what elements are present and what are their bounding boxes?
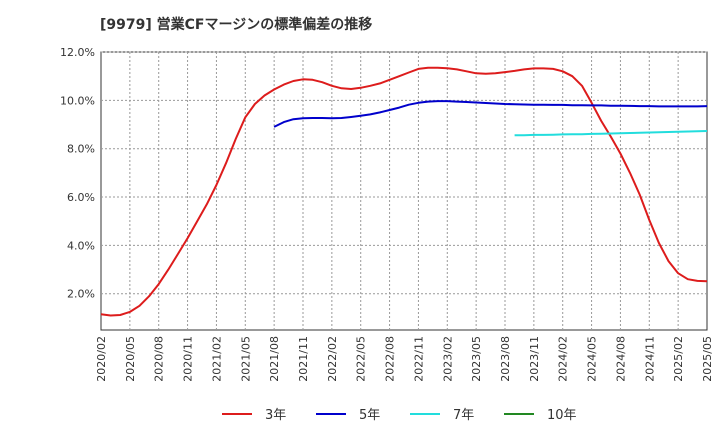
y-tick-label: 10.0% [60, 94, 95, 107]
y-tick-label: 8.0% [67, 143, 95, 156]
legend-label: 10年 [547, 408, 577, 423]
series-layer [100, 66, 708, 317]
x-tick-label: 2024/11 [643, 336, 656, 382]
x-tick-label: 2024/08 [614, 336, 627, 382]
x-tick-label: 2022/02 [326, 336, 339, 382]
x-tick-label: 2021/08 [268, 336, 281, 382]
plot-area [100, 51, 708, 331]
x-tick-label: 2023/08 [499, 336, 512, 382]
x-tick-label: 2025/02 [672, 336, 685, 382]
x-tick-label: 2024/02 [557, 336, 570, 382]
x-tick-label: 2025/05 [701, 336, 714, 382]
x-tick-label: 2022/11 [412, 336, 425, 382]
x-tick-label: 2020/02 [95, 336, 108, 382]
legend-item-3[interactable]: 7年 [410, 408, 474, 423]
x-tick-label: 2021/11 [297, 336, 310, 382]
chart-title: [9979] 営業CFマージンの標準偏差の推移 [100, 16, 372, 33]
x-tick-label: 2020/08 [153, 336, 166, 382]
x-tick-label: 2022/08 [384, 336, 397, 382]
x-tick-label: 2022/05 [355, 336, 368, 382]
x-axis-ticks: 2020/02 2020/05 2020/08 2020/11 2021/02 2021/… [95, 336, 714, 382]
x-tick-label: 2020/11 [182, 336, 195, 382]
x-tick-label: 2020/05 [124, 336, 137, 382]
series-line-3 [514, 130, 708, 137]
legend-label: 5年 [359, 408, 380, 423]
legend-label: 3年 [265, 408, 286, 423]
x-tick-label: 2021/05 [239, 336, 252, 382]
legend-item-4[interactable]: 10年 [504, 408, 577, 423]
x-tick-label: 2023/11 [528, 336, 541, 382]
y-tick-label: 6.0% [67, 191, 95, 204]
legend[interactable]: 3年 5年 7年 10年 [222, 408, 577, 423]
x-tick-label: 2021/02 [210, 336, 223, 382]
y-axis-ticks: 2.0% 4.0% 6.0% 8.0% 10.0% 12.0% [60, 46, 95, 301]
legend-item-2[interactable]: 5年 [316, 408, 380, 423]
y-tick-label: 4.0% [67, 239, 95, 252]
grid-layer [101, 51, 707, 330]
x-tick-label: 2023/02 [441, 336, 454, 382]
series-line-1 [100, 66, 708, 317]
legend-item-1[interactable]: 3年 [222, 408, 286, 423]
series-line-2 [273, 100, 708, 128]
legend-label: 7年 [453, 408, 474, 423]
x-tick-label: 2023/05 [470, 336, 483, 382]
y-tick-label: 2.0% [67, 288, 95, 301]
y-tick-label: 12.0% [60, 46, 95, 59]
x-tick-label: 2024/05 [586, 336, 599, 382]
